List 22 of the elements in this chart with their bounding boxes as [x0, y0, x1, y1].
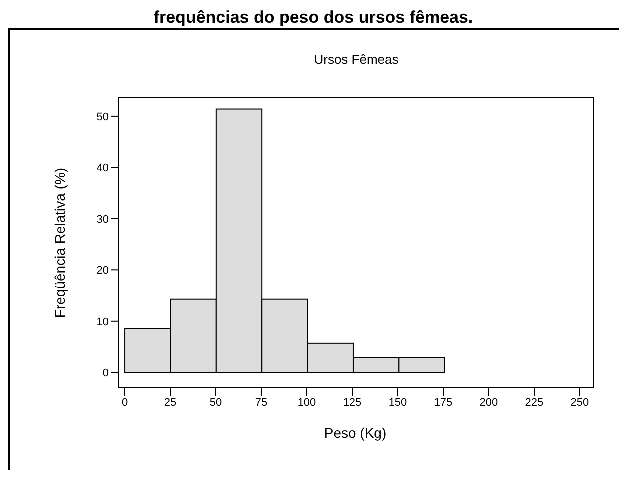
x-axis-title: Peso (Kg) — [324, 425, 387, 441]
y-tick-label: 30 — [96, 214, 109, 226]
y-tick-label: 20 — [96, 265, 109, 278]
x-tick-label: 150 — [388, 396, 408, 409]
y-tick-label: 40 — [96, 162, 109, 175]
y-axis-title: Freqüência Relativa (%) — [52, 168, 68, 318]
x-tick-label: 175 — [434, 396, 453, 409]
chart-title: Ursos Fêmeas — [313, 52, 400, 67]
y-tick-label: 0 — [102, 368, 109, 380]
x-tick-label: 125 — [343, 396, 362, 409]
x-tick-label: 250 — [570, 396, 590, 409]
x-tick-label: 75 — [255, 396, 268, 409]
x-tick-label: 100 — [298, 396, 316, 409]
text: frequências do peso dos ursos fêmeas. — [152, 8, 474, 28]
x-tick-label: 25 — [164, 396, 177, 409]
panel-frame: Ursos Fêmeas 0 25 50 75 100 125 150 175 200 225 250 Peso (Kg) 0 10 20 30 40 50 Freqüência Relativa (%) — [8, 28, 619, 470]
y-tick-label: 10 — [96, 316, 109, 328]
x-tick-label: 0 — [122, 396, 128, 409]
x-tick-label: 225 — [525, 396, 544, 409]
x-tick-label: 50 — [210, 396, 222, 409]
y-tick-label: 50 — [96, 111, 109, 124]
x-tick-label: 200 — [480, 396, 498, 409]
